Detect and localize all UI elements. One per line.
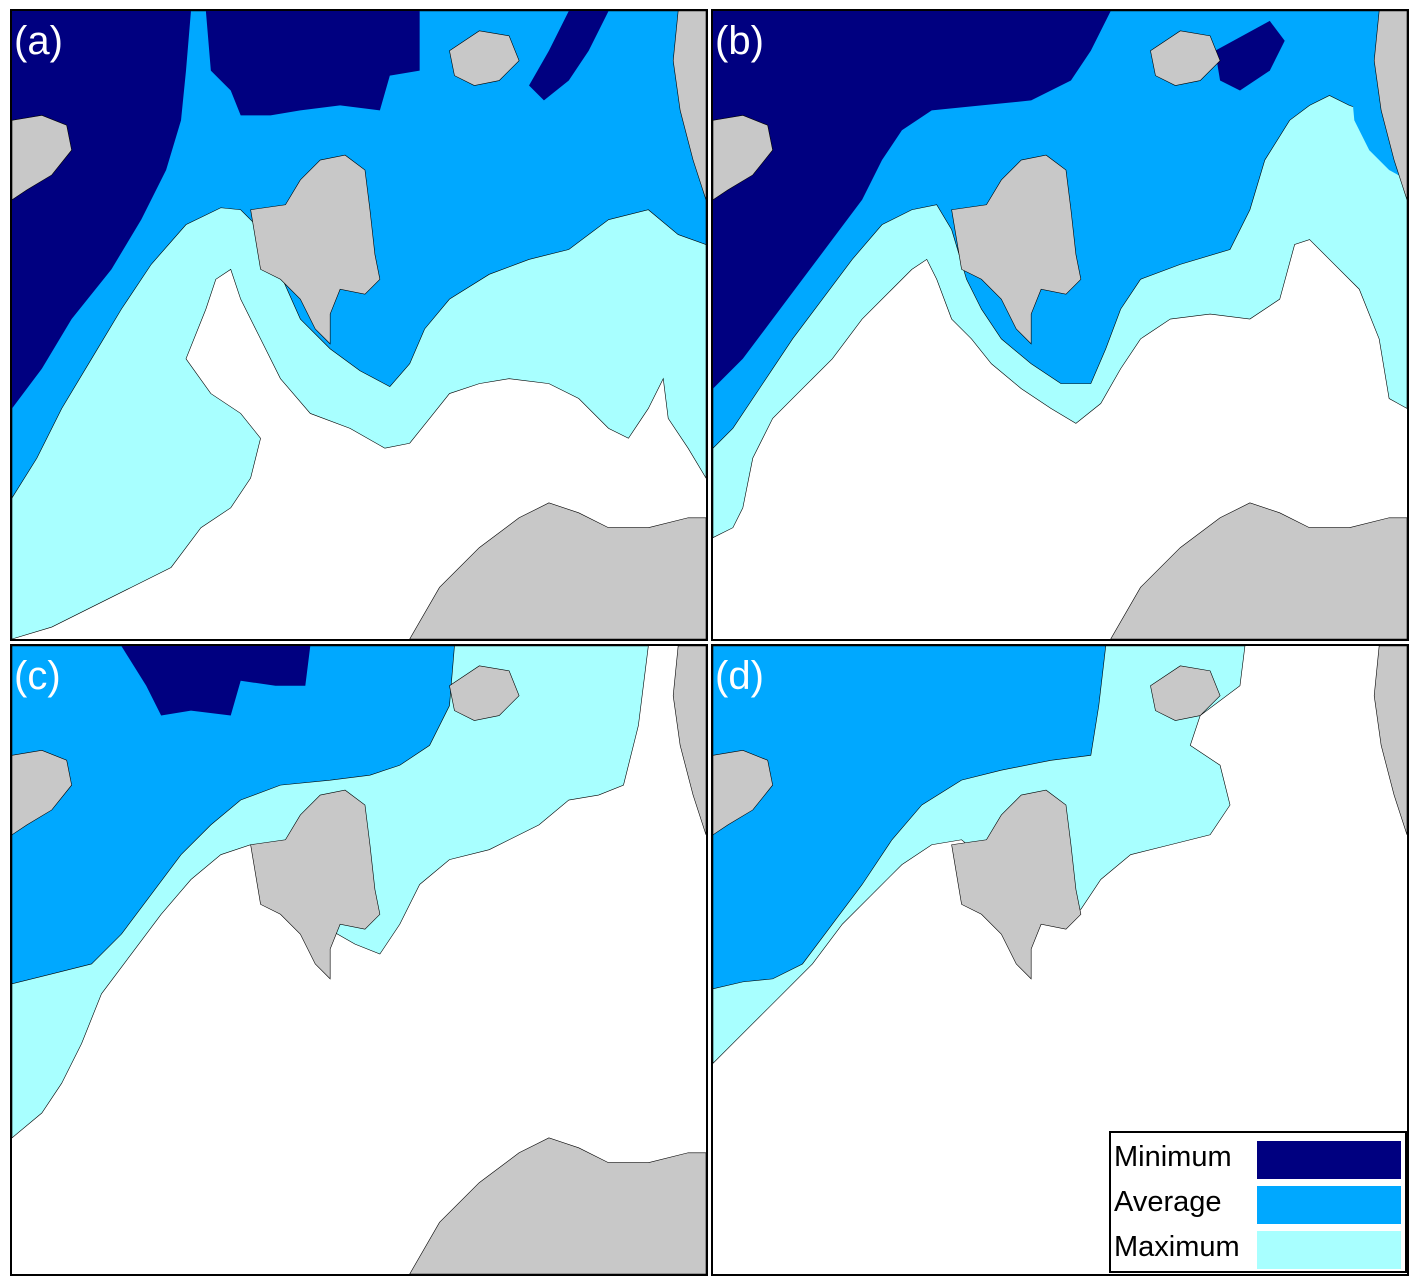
land-franz-josef [449, 665, 520, 721]
map-c-svg [12, 646, 706, 1274]
legend-label-maximum: Maximum [1114, 1231, 1240, 1263]
legend-swatch-minimum [1257, 1141, 1401, 1179]
map-b-svg [713, 11, 1407, 639]
minimum-extent-region [205, 11, 420, 116]
map-a-svg [12, 11, 706, 639]
land-greenland [713, 115, 773, 201]
legend-swatch-average [1257, 1186, 1401, 1224]
land-scandinavia [409, 502, 706, 639]
land-novaya-zemlya-edge [672, 11, 706, 200]
land-greenland [713, 750, 773, 836]
map-panel-b: (b) [711, 9, 1409, 641]
land-svalbard [250, 789, 381, 980]
land-scandinavia [409, 1137, 706, 1274]
legend-item-average: Average [1111, 1181, 1405, 1225]
legend-item-maximum: Maximum [1111, 1226, 1405, 1270]
minimum-extent-region [529, 11, 609, 101]
minimum-extent-region [1215, 20, 1285, 91]
land-greenland [12, 750, 72, 836]
land-novaya-zemlya-edge [1373, 11, 1407, 200]
land-novaya-zemlya-edge [1373, 646, 1407, 835]
average-extent-region [713, 646, 1107, 990]
land-franz-josef [1150, 665, 1221, 721]
average-extent-region [12, 646, 455, 985]
land-franz-josef [1150, 30, 1221, 86]
map-panel-d: (d) [711, 644, 1409, 1276]
legend: Minimum Average Maximum [1109, 1131, 1407, 1273]
minimum-extent-region [713, 11, 1111, 389]
land-svalbard [951, 789, 1082, 980]
map-d-svg [713, 646, 1407, 1064]
land-scandinavia [1110, 502, 1407, 639]
map-panel-a: (a) [10, 9, 708, 641]
legend-label-average: Average [1114, 1186, 1222, 1218]
land-greenland [12, 115, 72, 201]
land-novaya-zemlya-edge [672, 646, 706, 835]
panel-label-d: (d) [715, 654, 764, 698]
minimum-extent-region [121, 646, 311, 716]
panel-label-a: (a) [14, 19, 63, 63]
legend-swatch-maximum [1257, 1231, 1401, 1269]
minimum-extent-region [12, 11, 191, 409]
land-franz-josef [449, 30, 520, 86]
land-svalbard [250, 154, 381, 345]
panel-label-c: (c) [14, 654, 61, 698]
map-panel-c: (c) [10, 644, 708, 1276]
legend-label-minimum: Minimum [1114, 1141, 1232, 1173]
panel-label-b: (b) [715, 19, 764, 63]
land-svalbard [951, 154, 1082, 345]
legend-item-minimum: Minimum [1111, 1136, 1405, 1180]
